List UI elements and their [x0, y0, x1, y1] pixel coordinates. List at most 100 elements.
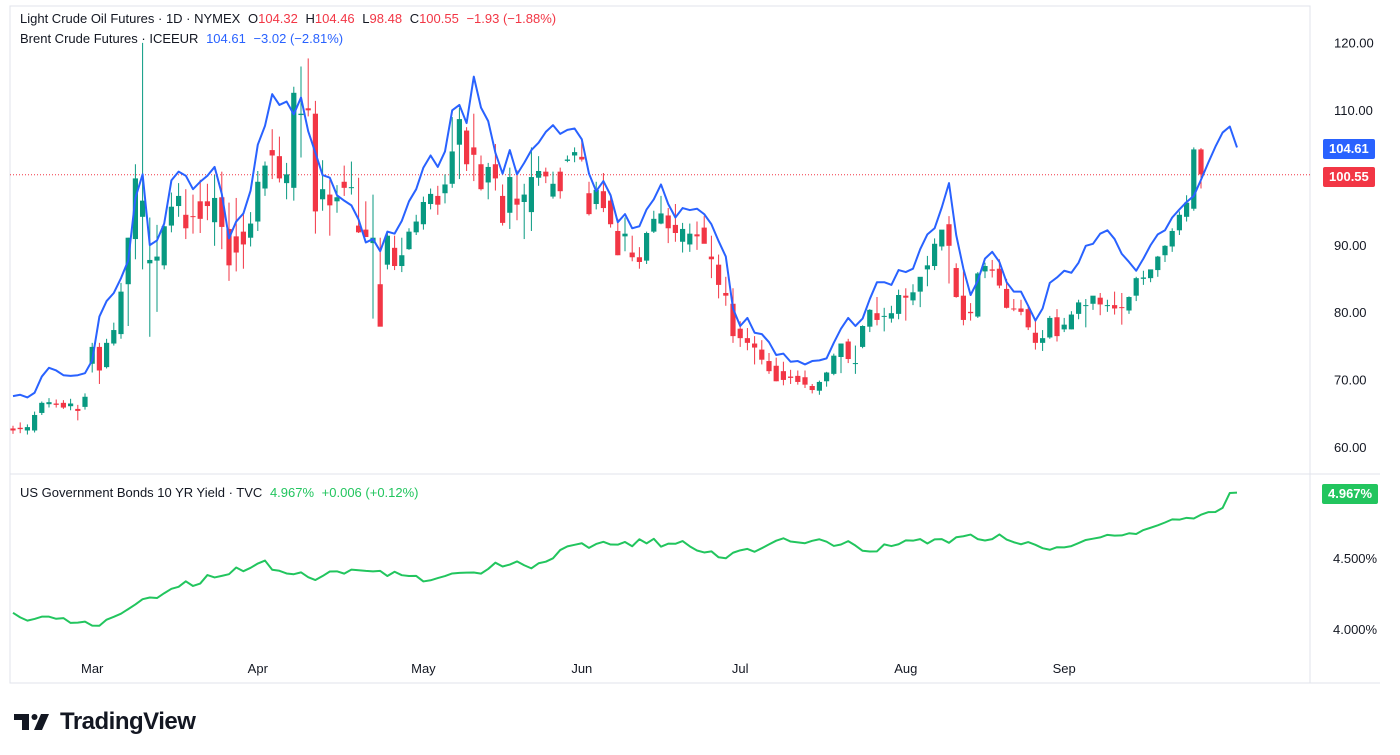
- candle-body: [1140, 277, 1146, 279]
- candle-body: [737, 328, 743, 339]
- candle-body: [384, 235, 390, 265]
- candle: [860, 325, 866, 349]
- candle: [1097, 292, 1103, 316]
- candle-body: [1191, 149, 1197, 209]
- candle-body: [507, 177, 513, 213]
- tradingview-icon: [14, 714, 49, 730]
- candle: [1104, 299, 1110, 312]
- candle-body: [1004, 288, 1010, 308]
- yield-tick-label: 4.000%: [1333, 622, 1378, 637]
- candle-body: [219, 197, 225, 227]
- candle-body: [1169, 230, 1175, 247]
- candle: [1061, 317, 1067, 333]
- candle: [478, 155, 484, 191]
- candle-body: [802, 377, 808, 385]
- candle: [500, 184, 506, 226]
- candle: [521, 183, 527, 240]
- candle-body: [1047, 317, 1053, 338]
- candle: [708, 235, 714, 279]
- candle-body: [960, 295, 966, 320]
- candle: [550, 171, 556, 199]
- candle-body: [615, 230, 621, 256]
- candle: [176, 183, 182, 217]
- crude-close-value: 100.55: [419, 11, 459, 26]
- candle-body: [888, 313, 894, 319]
- candle-body: [478, 164, 484, 190]
- candle: [960, 271, 966, 326]
- candle-body: [824, 372, 830, 382]
- candle: [564, 155, 570, 163]
- candle-body: [1025, 309, 1031, 328]
- candle-body: [68, 403, 74, 407]
- candle: [932, 238, 938, 271]
- candle-body: [975, 273, 981, 317]
- candle: [939, 229, 945, 251]
- candle: [759, 340, 765, 365]
- candle: [528, 147, 534, 231]
- candle: [140, 42, 146, 270]
- legend-brent: Brent Crude Futures · ICEEUR 104.61 −3.0…: [20, 31, 347, 47]
- candle-body: [831, 355, 837, 374]
- candle-body: [795, 375, 801, 382]
- candle: [456, 107, 462, 180]
- legend-yield: US Government Bonds 10 YR Yield · TVC 4.…: [20, 485, 423, 501]
- candle: [917, 276, 923, 308]
- candle-body: [557, 171, 563, 192]
- price-tick-label: 60.00: [1334, 440, 1367, 455]
- candle: [874, 297, 880, 326]
- candle: [1090, 295, 1096, 310]
- time-tick-label: Aug: [894, 661, 917, 676]
- candle: [881, 307, 887, 332]
- candle: [694, 221, 700, 250]
- candle: [744, 328, 750, 351]
- candle: [636, 247, 642, 269]
- candle: [370, 194, 376, 319]
- candle: [291, 86, 297, 201]
- candle: [809, 383, 815, 394]
- candle-body: [838, 343, 844, 358]
- candle-body: [1018, 308, 1024, 312]
- candle-body: [788, 376, 794, 378]
- candle-body: [10, 428, 16, 431]
- candle: [651, 210, 657, 233]
- brent-change: −3.02 (−2.81%): [253, 31, 344, 46]
- candle-body: [413, 221, 419, 233]
- candle: [464, 127, 470, 171]
- candle: [824, 371, 830, 387]
- candle-body: [363, 229, 369, 238]
- legend-crude: Light Crude Oil Futures · 1D · NYMEX O10…: [20, 11, 560, 27]
- time-tick-label: Jul: [732, 661, 749, 676]
- candle-body: [154, 256, 160, 261]
- yield-value: 4.967%: [269, 485, 315, 500]
- brent-price-tag: 104.61: [1323, 139, 1375, 159]
- candle: [348, 161, 354, 195]
- candle: [111, 322, 117, 346]
- candle: [406, 228, 412, 250]
- brent-series-line: [12, 75, 1238, 399]
- candle: [723, 276, 729, 306]
- candle-body: [492, 164, 498, 179]
- candle: [816, 380, 822, 395]
- candle: [586, 181, 592, 216]
- candle-body: [442, 184, 448, 194]
- candle-body: [521, 194, 527, 202]
- candle: [17, 422, 23, 434]
- price-tick-label: 80.00: [1334, 305, 1367, 320]
- candle: [543, 167, 549, 184]
- candle: [1040, 330, 1046, 351]
- candle: [485, 162, 491, 200]
- candle: [593, 181, 599, 210]
- candle: [1047, 315, 1053, 339]
- candle-body: [543, 171, 549, 177]
- candle: [1148, 269, 1154, 283]
- candle-body: [550, 183, 556, 197]
- tradingview-logo[interactable]: TradingView: [14, 708, 196, 736]
- candle-body: [392, 247, 398, 267]
- candle: [968, 303, 974, 321]
- candle-body: [212, 197, 218, 223]
- candle: [672, 204, 678, 242]
- candle-body: [680, 228, 686, 242]
- candle-body: [874, 313, 880, 320]
- yield-pane: [12, 491, 1238, 627]
- time-tick-label: Apr: [248, 661, 269, 676]
